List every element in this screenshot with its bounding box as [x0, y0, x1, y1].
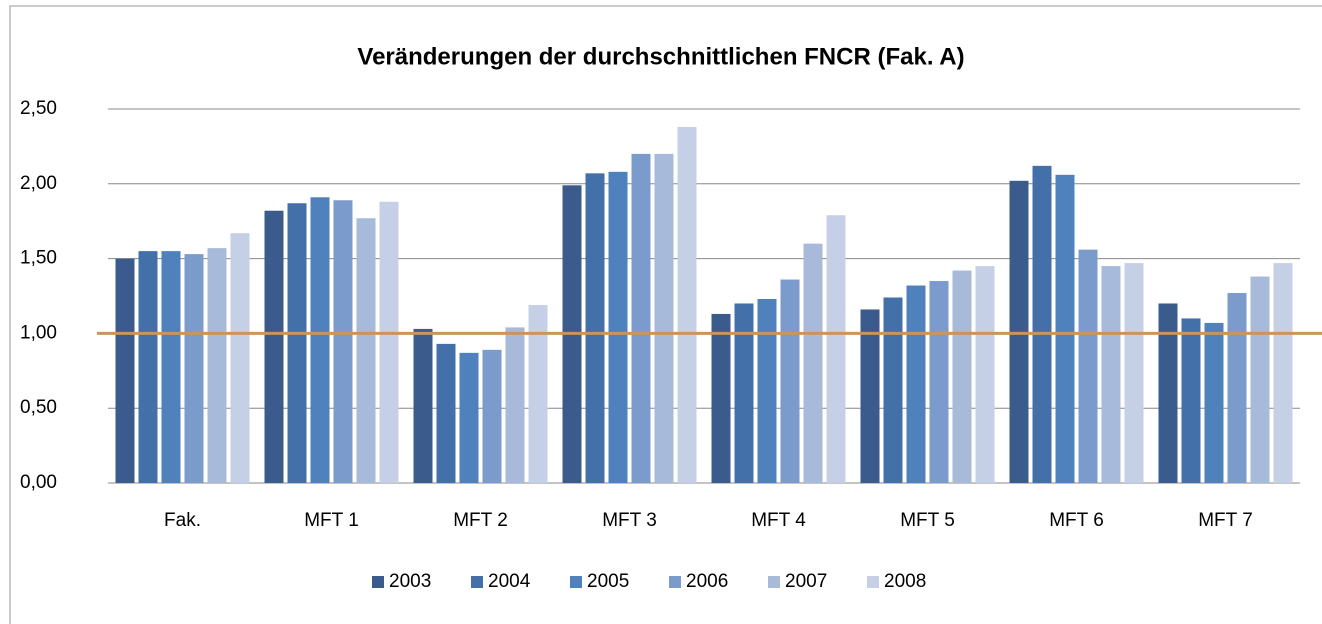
x-tick-label: MFT 3 [602, 510, 657, 531]
x-tick-label: Fak. [164, 510, 201, 531]
legend-label: 2007 [785, 571, 827, 592]
bar [287, 203, 307, 484]
bar [585, 173, 605, 483]
y-tick-label: 1,00 [20, 322, 57, 343]
chart-title: Veränderungen der durchschnittlichen FNC… [357, 43, 964, 70]
bar [436, 343, 456, 483]
bar [975, 266, 995, 483]
bar [1204, 322, 1224, 483]
bar [115, 258, 135, 483]
bar [1078, 249, 1098, 483]
bar [264, 210, 284, 483]
bar [1273, 263, 1293, 483]
bar [906, 285, 926, 483]
bar [230, 233, 250, 483]
y-tick-label: 1,50 [20, 248, 57, 269]
bar [528, 304, 548, 483]
legend-swatch [768, 576, 780, 588]
bar [1227, 293, 1247, 483]
bar [379, 201, 399, 483]
bar [952, 270, 972, 483]
x-tick-label: MFT 1 [304, 510, 359, 531]
bar [505, 327, 525, 483]
legend-swatch [867, 576, 879, 588]
bar [780, 279, 800, 483]
bar [413, 328, 433, 483]
bar [1101, 266, 1121, 483]
x-tick-label: MFT 2 [453, 510, 508, 531]
legend-label: 2003 [389, 571, 431, 592]
y-tick-label: 0,00 [20, 472, 57, 493]
legend-label: 2008 [884, 571, 926, 592]
bar [757, 298, 777, 483]
x-tick-label: MFT 5 [900, 510, 955, 531]
bar [1181, 318, 1201, 483]
legend-swatch [372, 576, 384, 588]
bar [631, 153, 651, 483]
bar [184, 254, 204, 483]
bar [138, 251, 158, 483]
bar [207, 248, 227, 483]
x-tick-label: MFT 7 [1198, 510, 1253, 531]
bar [333, 200, 353, 484]
bar [654, 153, 674, 483]
bar [482, 349, 502, 483]
bar [826, 215, 846, 483]
chart-frame [9, 5, 1322, 624]
legend-label: 2005 [587, 571, 629, 592]
bar [1124, 263, 1144, 483]
legend-swatch [570, 576, 582, 588]
legend-swatch [471, 576, 483, 588]
bar [356, 218, 376, 483]
bar [803, 243, 823, 483]
bar [1158, 303, 1178, 483]
legend-swatch [669, 576, 681, 588]
y-tick-label: 0,50 [20, 397, 57, 418]
bar [1032, 165, 1052, 483]
bar [310, 197, 330, 483]
x-tick-label: MFT 4 [751, 510, 806, 531]
bar [883, 297, 903, 483]
bar [1055, 174, 1075, 483]
legend-label: 2004 [488, 571, 531, 592]
bar [734, 303, 754, 483]
bar [711, 313, 731, 483]
legend-label: 2006 [686, 571, 728, 592]
bar [161, 251, 181, 483]
y-tick-label: 2,00 [20, 173, 57, 194]
x-tick-label: MFT 6 [1049, 510, 1104, 531]
bar [860, 309, 880, 483]
bar [608, 171, 628, 483]
y-tick-label: 2,50 [20, 98, 57, 119]
bar [929, 281, 949, 483]
bar [677, 126, 697, 484]
bar [459, 352, 479, 483]
bar [1250, 276, 1270, 483]
